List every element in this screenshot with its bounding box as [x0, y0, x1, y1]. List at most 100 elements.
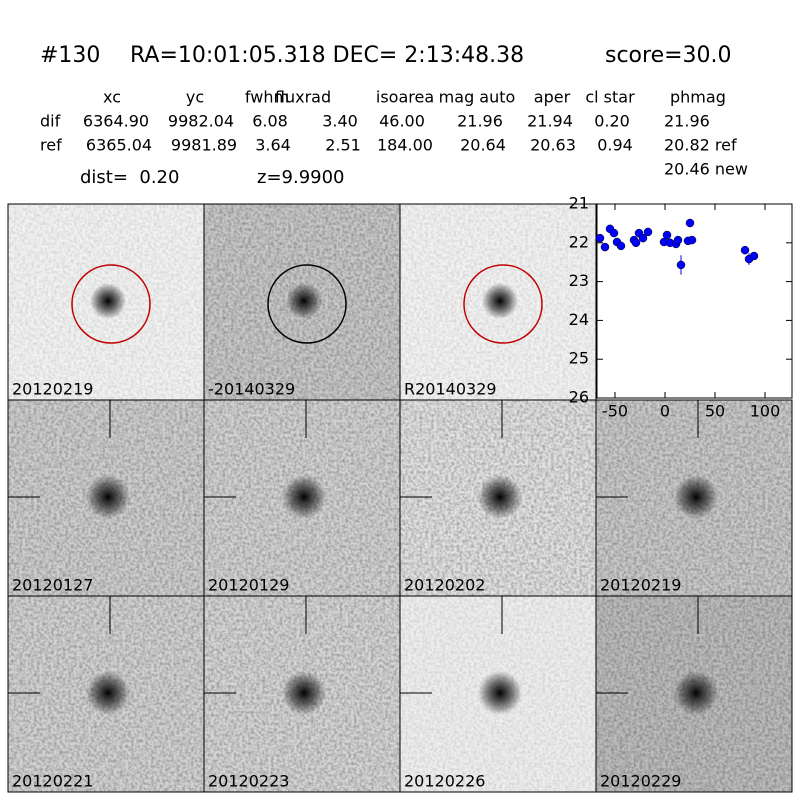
stamp-label: 20120223 — [208, 772, 289, 791]
source — [86, 475, 130, 519]
point — [616, 241, 626, 251]
column-header: fwhm — [245, 88, 289, 107]
aperture — [463, 264, 543, 344]
cell: 20.82 ref — [664, 136, 737, 155]
source — [674, 475, 718, 519]
stamp-border — [595, 595, 793, 793]
column-header: cl star — [585, 88, 635, 107]
candidate-id: #130 — [40, 43, 100, 68]
point — [685, 218, 695, 228]
stamp: 20120127 — [7, 399, 205, 597]
y-tick-label: 26 — [569, 388, 589, 407]
stamp-label: R20140329 — [404, 380, 497, 399]
score: score=30.0 — [605, 43, 732, 68]
source — [282, 671, 326, 715]
column-header: xc — [103, 88, 121, 107]
y-tick-label: 23 — [569, 271, 589, 290]
cell: 6365.04 — [86, 136, 152, 155]
source — [478, 671, 522, 715]
cell: 0.20 — [594, 112, 630, 131]
point — [687, 235, 697, 245]
new-mag: 20.46 new — [664, 160, 748, 179]
stamp-label: 20120221 — [12, 772, 93, 791]
column-header: isoarea — [376, 88, 434, 107]
stamp: 20120221 — [7, 595, 205, 793]
x-tick-label: -50 — [602, 402, 628, 421]
source — [86, 671, 130, 715]
column-header: fluxrad — [275, 88, 331, 107]
stamp: 20120202 — [399, 399, 597, 597]
stamp-label: 20120226 — [404, 772, 485, 791]
point — [631, 238, 641, 248]
point — [638, 233, 648, 243]
coordinates: RA=10:01:05.318 DEC= 2:13:48.38 — [130, 43, 524, 68]
z: z=9.9900 — [257, 167, 345, 188]
cell: 6.08 — [252, 112, 288, 131]
stamp-label: 20120127 — [12, 576, 93, 595]
plot-area — [596, 203, 793, 399]
dist: dist= 0.20 — [80, 167, 179, 188]
stamp-label: 20120219 — [600, 576, 681, 595]
stamp: R20140329 — [399, 203, 597, 401]
point — [749, 251, 759, 261]
aperture — [267, 264, 347, 344]
cell: 184.00 — [377, 136, 433, 155]
cell: 21.96 — [664, 112, 710, 131]
column-header: aper — [534, 88, 571, 107]
source — [482, 283, 518, 319]
source — [478, 475, 522, 519]
stamp-label: 20120129 — [208, 576, 289, 595]
column-header: yc — [186, 88, 204, 107]
point — [600, 242, 610, 252]
light-curve: 21 22 23 24 25 26 -50 0 50 100 — [569, 194, 793, 421]
point — [662, 230, 672, 240]
cell: 6364.90 — [83, 112, 149, 131]
stamp-label: -20140329 — [208, 380, 295, 399]
y-tick-label: 24 — [569, 310, 589, 329]
x-tick-label: 100 — [750, 402, 781, 421]
x-tick-label: 50 — [705, 402, 725, 421]
cell: 21.94 — [527, 112, 573, 131]
cell: 9982.04 — [168, 112, 234, 131]
stamp: 20120226 — [399, 595, 597, 793]
column-header: phmag — [670, 88, 726, 107]
cell: 9981.89 — [171, 136, 237, 155]
cell: 46.00 — [379, 112, 425, 131]
stamps: 20120219 -20140329 R20140329 20120127 201201… — [7, 203, 793, 793]
point — [676, 260, 686, 270]
stamp-label: 20120202 — [404, 576, 485, 595]
source — [286, 283, 322, 319]
cell: 20.63 — [530, 136, 576, 155]
point — [673, 235, 683, 245]
aperture — [71, 264, 151, 344]
stamp-label: 20120229 — [600, 772, 681, 791]
cell: 21.96 — [457, 112, 503, 131]
stamp: 20120219 — [595, 399, 793, 597]
cell: 2.51 — [325, 136, 361, 155]
cell: 3.40 — [322, 112, 358, 131]
source — [674, 671, 718, 715]
y-tick-label: 21 — [569, 194, 589, 213]
x-tick-label: 0 — [660, 402, 670, 421]
stamp: 20120229 — [595, 595, 793, 793]
y-tick-label: 25 — [569, 349, 589, 368]
stamp-label: 20120219 — [12, 380, 93, 399]
row-label: dif — [40, 112, 61, 131]
cell: 20.64 — [460, 136, 506, 155]
point — [609, 228, 619, 238]
column-header: mag auto — [439, 88, 516, 107]
stamp: 20120219 — [7, 203, 205, 401]
cell: 0.94 — [597, 136, 633, 155]
cell: 3.64 — [255, 136, 291, 155]
stamp: 20120223 — [203, 595, 401, 793]
stamp: 20120129 — [203, 399, 401, 597]
source — [282, 475, 326, 519]
point — [595, 233, 605, 243]
point — [643, 227, 653, 237]
y-tick-label: 22 — [569, 232, 589, 251]
point — [740, 245, 750, 255]
stamp: -20140329 — [203, 203, 401, 401]
row-label: ref — [40, 136, 62, 155]
